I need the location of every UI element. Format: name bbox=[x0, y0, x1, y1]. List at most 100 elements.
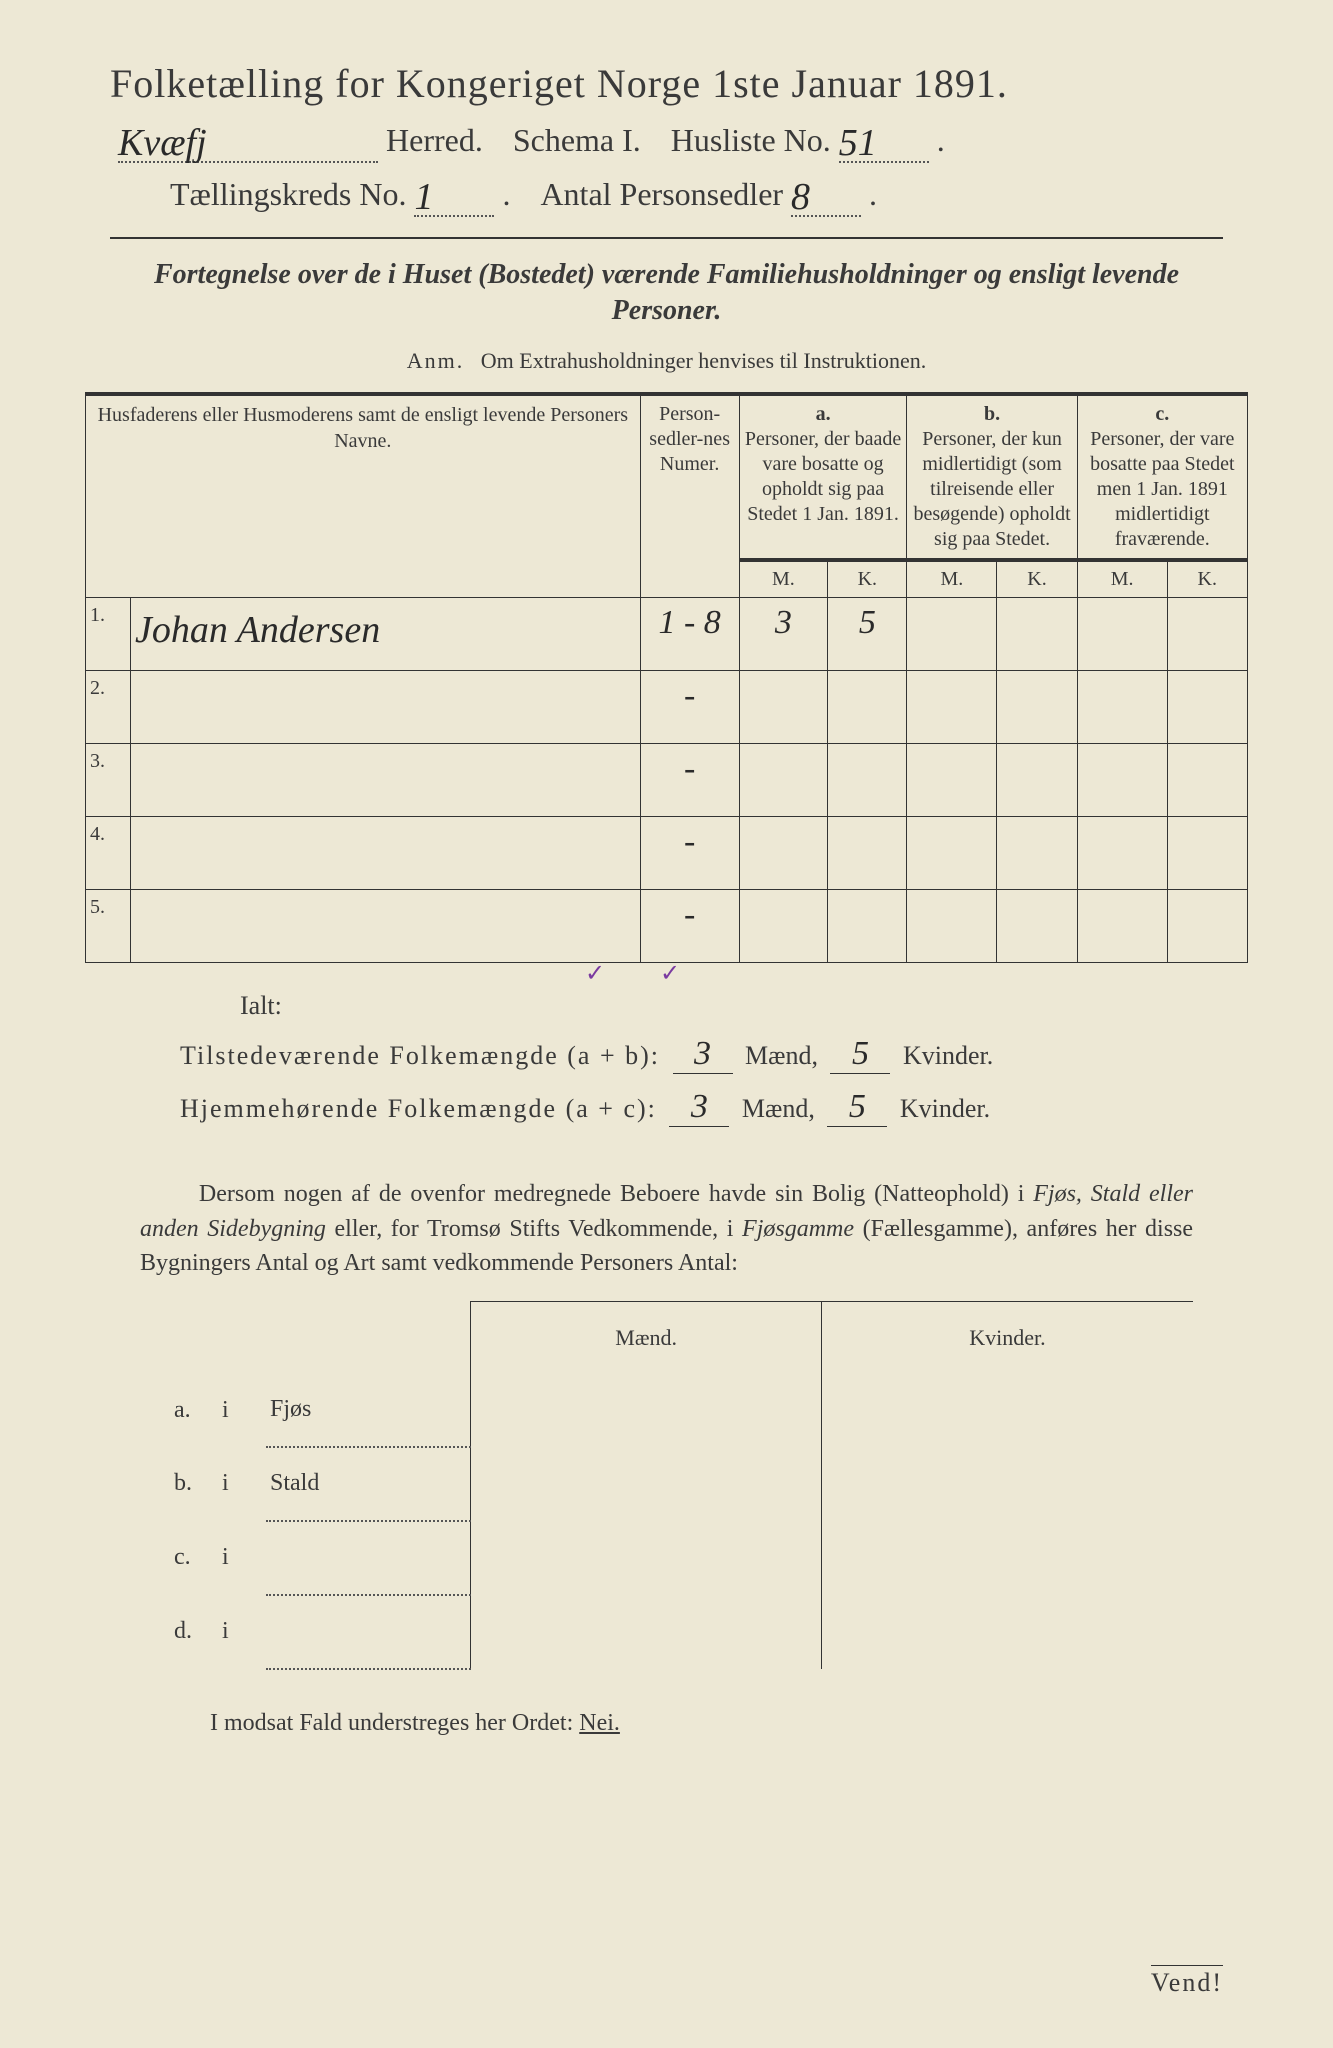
bldg-p1: Dersom nogen af de ovenfor medregnede Be… bbox=[199, 1181, 1033, 1207]
anm-text: Om Extrahusholdninger henvises til Instr… bbox=[481, 348, 926, 373]
a-m-cell bbox=[739, 816, 828, 889]
bldg-letter: a. bbox=[170, 1374, 218, 1447]
name-cell bbox=[131, 743, 641, 816]
hjemme-label: Hjemmehørende Folkemængde (a + c): bbox=[180, 1094, 657, 1123]
b-k-cell bbox=[997, 816, 1077, 889]
col-b-k: K. bbox=[997, 560, 1077, 598]
b-m-cell bbox=[907, 889, 997, 962]
bldg-maend-header: Mænd. bbox=[471, 1302, 822, 1374]
header-line-1: Kvæfj Herred. Schema I. Husliste No. 51 … bbox=[80, 117, 1253, 163]
bldg-p2: eller, for Tromsø Stifts Vedkommende, i bbox=[335, 1216, 743, 1242]
col-a-m: M. bbox=[739, 560, 828, 598]
name-cell bbox=[131, 670, 641, 743]
fortegnelse-heading: Fortegnelse over de i Huset (Bostedet) v… bbox=[120, 257, 1213, 330]
kreds-field: 1 bbox=[414, 171, 494, 217]
vend-label: Vend! bbox=[1151, 1965, 1223, 1998]
kvinder-label-2: Kvinder. bbox=[900, 1094, 990, 1123]
b-k-cell bbox=[997, 670, 1077, 743]
tick-m: ✓ bbox=[585, 959, 605, 988]
tilstede-m: 3 bbox=[673, 1035, 733, 1074]
a-m-cell bbox=[739, 743, 828, 816]
c-m-cell bbox=[1077, 743, 1167, 816]
census-form-page: Folketælling for Kongeriget Norge 1ste J… bbox=[0, 0, 1333, 2048]
header-line-2: Tællingskreds No. 1 . Antal Personsedler… bbox=[80, 171, 1253, 217]
husliste-label: Husliste No. bbox=[671, 122, 831, 159]
bldg-k-cell bbox=[821, 1374, 1193, 1447]
b-m-cell bbox=[907, 743, 997, 816]
row-num: 5. bbox=[86, 889, 131, 962]
numer-cell: - bbox=[640, 670, 739, 743]
a-k-cell bbox=[828, 816, 907, 889]
hjemme-m: 3 bbox=[669, 1088, 729, 1127]
row-num: 2. bbox=[86, 670, 131, 743]
anm-label: Anm. bbox=[407, 348, 465, 373]
numer-cell: - bbox=[640, 743, 739, 816]
building-table: Mænd. Kvinder. a.iFjøsb.iStaldc.id.i bbox=[170, 1301, 1193, 1670]
col-c-label: c. bbox=[1082, 402, 1243, 427]
bldg-name bbox=[266, 1595, 471, 1669]
numer-cell: - bbox=[640, 889, 739, 962]
c-m-cell bbox=[1077, 816, 1167, 889]
col-c-text: Personer, der vare bosatte paa Stedet me… bbox=[1082, 427, 1243, 552]
bldg-i: i bbox=[218, 1447, 266, 1521]
kreds-label: Tællingskreds No. bbox=[170, 176, 406, 213]
col-b-label: b. bbox=[911, 402, 1072, 427]
c-k-cell bbox=[1167, 743, 1247, 816]
b-k-cell bbox=[997, 889, 1077, 962]
bldg-letter: c. bbox=[170, 1521, 218, 1595]
bldg-i2: Fjøsgamme bbox=[742, 1216, 854, 1242]
ialt-block: Ialt: Tilstedeværende Folkemængde (a + b… bbox=[180, 991, 1213, 1127]
a-k-cell bbox=[828, 670, 907, 743]
table-row: 5. - bbox=[86, 889, 1248, 962]
bldg-m-cell bbox=[471, 1374, 822, 1447]
bldg-m-cell bbox=[471, 1521, 822, 1595]
col-c-k: K. bbox=[1167, 560, 1247, 598]
name-cell bbox=[131, 889, 641, 962]
table-row: 2. - bbox=[86, 670, 1248, 743]
husliste-value: 51 bbox=[839, 122, 877, 164]
numer-cell: 1 - 8 bbox=[640, 597, 739, 670]
bldg-name bbox=[266, 1521, 471, 1595]
bldg-letter: d. bbox=[170, 1595, 218, 1669]
bldg-k-cell bbox=[821, 1447, 1193, 1521]
antal-label: Antal Personsedler bbox=[540, 176, 783, 213]
name-cell bbox=[131, 816, 641, 889]
col-b-text: Personer, der kun midlertidigt (som tilr… bbox=[911, 427, 1072, 552]
bldg-name: Fjøs bbox=[266, 1374, 471, 1447]
col-a-text: Personer, der baade vare bosatte og opho… bbox=[744, 427, 903, 527]
c-m-cell bbox=[1077, 889, 1167, 962]
bldg-row: b.iStald bbox=[170, 1447, 1193, 1521]
hjemme-k: 5 bbox=[827, 1088, 887, 1127]
nei-word: Nei. bbox=[579, 1710, 620, 1736]
herred-label: Herred. bbox=[386, 122, 483, 159]
a-m-cell bbox=[739, 889, 828, 962]
a-k-cell bbox=[828, 743, 907, 816]
page-title: Folketælling for Kongeriget Norge 1ste J… bbox=[80, 60, 1253, 107]
bldg-kvinder-header: Kvinder. bbox=[821, 1302, 1193, 1374]
col-names-header: Husfaderens eller Husmoderens samt de en… bbox=[86, 394, 641, 598]
kvinder-label-1: Kvinder. bbox=[903, 1041, 993, 1070]
col-names-text: Husfaderens eller Husmoderens samt de en… bbox=[98, 404, 628, 452]
bldg-k-cell bbox=[821, 1595, 1193, 1669]
col-c-header: c. Personer, der vare bosatte paa Stedet… bbox=[1077, 394, 1247, 560]
herred-value: Kvæfj bbox=[118, 122, 207, 164]
col-a-label: a. bbox=[744, 402, 903, 427]
c-k-cell bbox=[1167, 889, 1247, 962]
b-k-cell bbox=[997, 597, 1077, 670]
bldg-row: a.iFjøs bbox=[170, 1374, 1193, 1447]
row-num: 3. bbox=[86, 743, 131, 816]
tilstede-k: 5 bbox=[830, 1035, 890, 1074]
hjemme-row: Hjemmehørende Folkemængde (a + c): 3 Mæn… bbox=[180, 1088, 1213, 1127]
main-table: Husfaderens eller Husmoderens samt de en… bbox=[85, 392, 1248, 963]
bldg-row: d.i bbox=[170, 1595, 1193, 1669]
a-m-cell: 3 bbox=[739, 597, 828, 670]
c-k-cell bbox=[1167, 816, 1247, 889]
tilstede-row: Tilstedeværende Folkemængde (a + b): 3 M… bbox=[180, 1035, 1213, 1074]
ialt-label: Ialt: bbox=[240, 991, 1213, 1021]
row-num: 4. bbox=[86, 816, 131, 889]
bldg-row: c.i bbox=[170, 1521, 1193, 1595]
kreds-value: 1 bbox=[414, 176, 433, 218]
col-b-m: M. bbox=[907, 560, 997, 598]
tick-k: ✓ bbox=[660, 959, 680, 988]
numer-cell: - bbox=[640, 816, 739, 889]
